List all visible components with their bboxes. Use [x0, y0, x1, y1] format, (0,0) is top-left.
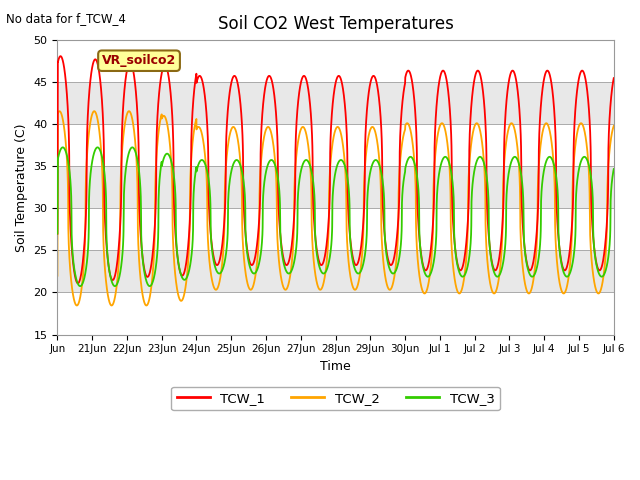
TCW_1	[54, 231, 61, 237]
Title: Soil CO2 West Temperatures: Soil CO2 West Temperatures	[218, 15, 454, 33]
Bar	[58, 124, 614, 166]
TCW_2	[415, 273, 423, 279]
TCW_3	[111, 283, 119, 289]
TCW_1	[387, 262, 395, 268]
TCW_1	[415, 236, 423, 241]
Legend: TCW_1, TCW_2, TCW_3: TCW_1, TCW_2, TCW_3	[172, 387, 500, 410]
TCW_3	[54, 231, 61, 237]
TCW_2	[108, 302, 115, 308]
TCW_2	[610, 123, 618, 129]
TCW_2	[90, 108, 98, 114]
TCW_1	[511, 72, 519, 78]
Line: TCW_2: TCW_2	[58, 111, 614, 305]
TCW_3	[469, 180, 477, 185]
TCW_1	[155, 96, 163, 101]
TCW_2	[54, 273, 61, 278]
Bar	[58, 208, 614, 251]
TCW_2	[387, 286, 395, 291]
TCW_3	[415, 231, 423, 237]
TCW_3	[266, 157, 274, 163]
TCW_3	[511, 154, 519, 160]
TCW_2	[266, 127, 274, 132]
Bar	[58, 251, 614, 292]
Text: No data for f_TCW_4: No data for f_TCW_4	[6, 12, 126, 25]
Line: TCW_3: TCW_3	[58, 147, 614, 286]
Y-axis label: Soil Temperature (C): Soil Temperature (C)	[15, 123, 28, 252]
TCW_2	[511, 129, 519, 134]
TCW_3	[129, 144, 136, 150]
TCW_1	[57, 53, 65, 59]
Bar	[58, 166, 614, 208]
Line: TCW_1: TCW_1	[58, 56, 614, 283]
TCW_2	[469, 131, 477, 136]
Text: VR_soilco2: VR_soilco2	[102, 54, 176, 67]
Bar	[58, 292, 614, 335]
Bar	[58, 82, 614, 124]
TCW_2	[155, 128, 163, 134]
Bar	[58, 40, 614, 82]
TCW_1	[266, 74, 274, 80]
TCW_1	[469, 88, 477, 94]
TCW_3	[610, 166, 618, 172]
TCW_3	[155, 193, 163, 199]
TCW_1	[610, 75, 618, 81]
X-axis label: Time: Time	[320, 360, 351, 373]
TCW_1	[74, 280, 82, 286]
TCW_3	[387, 269, 395, 275]
